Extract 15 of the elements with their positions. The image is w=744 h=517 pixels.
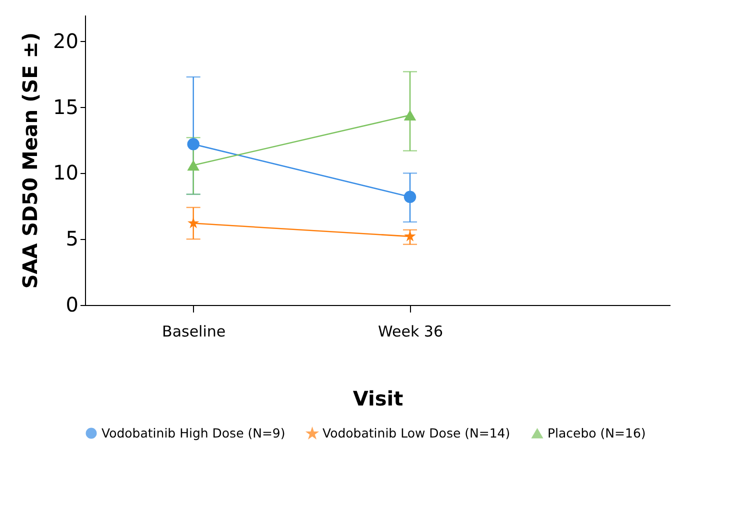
y-tick-label: 5: [66, 226, 78, 251]
y-axis-title: SAA SD50 Mean (SE ±): [18, 32, 42, 289]
y-tick-label: 15: [53, 94, 78, 119]
legend-label: Placebo (N=16): [548, 426, 646, 441]
y-tick-label: 20: [53, 28, 78, 53]
point: [188, 217, 200, 228]
x-axis-title: Visit: [352, 386, 404, 410]
x-tick-label: Week 36: [378, 322, 443, 340]
point: [404, 190, 416, 204]
legend-label: Vodobatinib High Dose (N=9): [102, 425, 286, 440]
y-tick-label: 0: [66, 292, 78, 316]
point: [187, 138, 200, 150]
legend-label: Vodobatinib Low Dose (N=14): [322, 426, 510, 441]
y-tick-label: 10: [53, 160, 78, 185]
x-tick-label: Baseline: [162, 322, 226, 340]
